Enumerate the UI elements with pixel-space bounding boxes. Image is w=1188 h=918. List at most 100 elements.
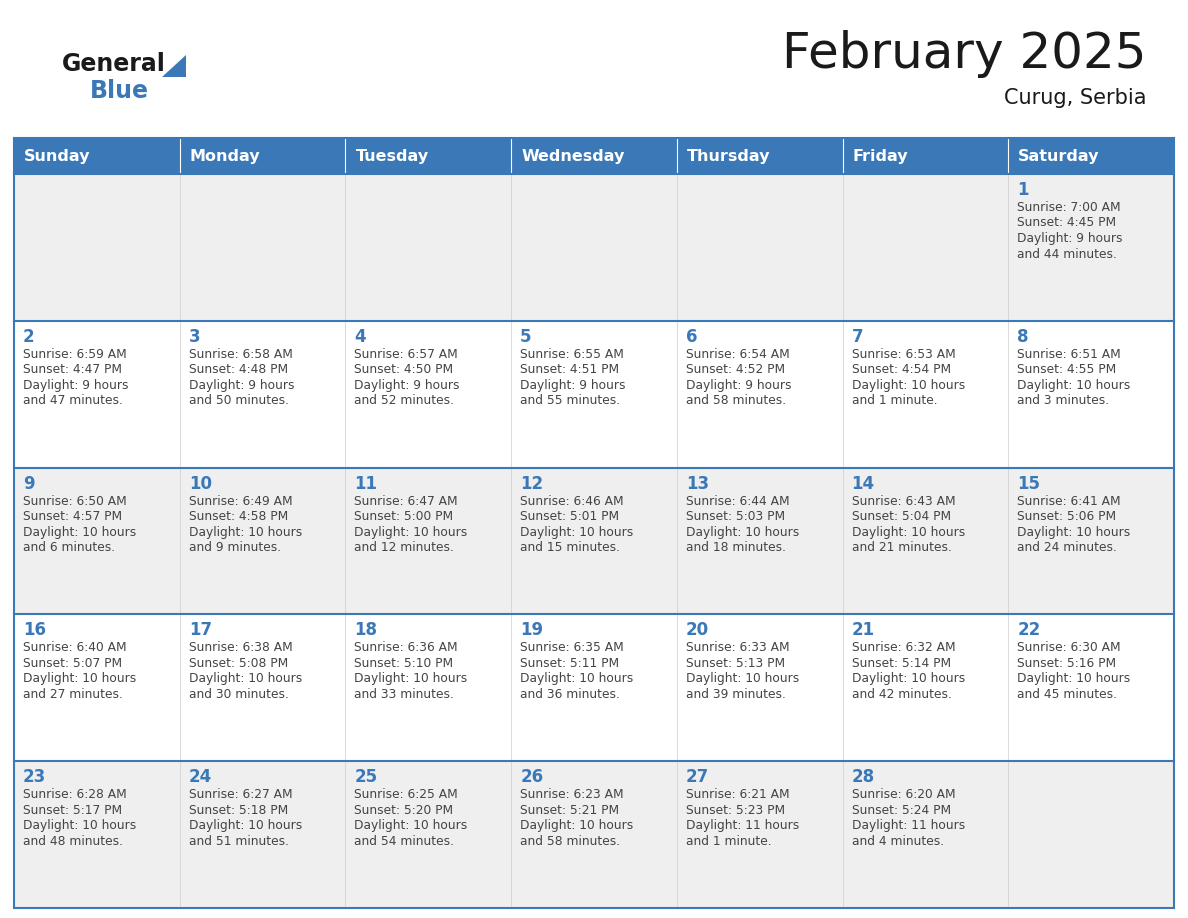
Bar bbox=[842, 320, 1009, 467]
Text: Sunset: 5:20 PM: Sunset: 5:20 PM bbox=[354, 803, 454, 817]
Text: 24: 24 bbox=[189, 768, 211, 786]
Text: 8: 8 bbox=[1017, 328, 1029, 346]
Bar bbox=[14, 761, 179, 908]
Text: 6: 6 bbox=[685, 328, 697, 346]
Bar bbox=[677, 320, 842, 467]
Text: Daylight: 10 hours: Daylight: 10 hours bbox=[520, 672, 633, 686]
Bar bbox=[179, 614, 346, 761]
Text: and 21 minutes.: and 21 minutes. bbox=[852, 541, 952, 554]
Text: Sunset: 5:14 PM: Sunset: 5:14 PM bbox=[852, 657, 950, 670]
Text: 15: 15 bbox=[1017, 475, 1041, 493]
Text: Sunset: 5:21 PM: Sunset: 5:21 PM bbox=[520, 803, 619, 817]
Text: 9: 9 bbox=[23, 475, 34, 493]
Text: Wednesday: Wednesday bbox=[522, 149, 625, 163]
Text: Daylight: 10 hours: Daylight: 10 hours bbox=[852, 379, 965, 392]
Text: Sunrise: 6:38 AM: Sunrise: 6:38 AM bbox=[189, 642, 292, 655]
Text: Sunset: 4:50 PM: Sunset: 4:50 PM bbox=[354, 364, 454, 376]
Text: Sunrise: 6:46 AM: Sunrise: 6:46 AM bbox=[520, 495, 624, 508]
Text: Sunrise: 6:41 AM: Sunrise: 6:41 AM bbox=[1017, 495, 1121, 508]
Text: Daylight: 10 hours: Daylight: 10 hours bbox=[1017, 379, 1131, 392]
Text: Daylight: 10 hours: Daylight: 10 hours bbox=[23, 672, 137, 686]
Bar bbox=[842, 174, 1009, 320]
Text: Sunset: 5:10 PM: Sunset: 5:10 PM bbox=[354, 657, 454, 670]
Text: Daylight: 10 hours: Daylight: 10 hours bbox=[852, 526, 965, 539]
Text: Sunset: 5:17 PM: Sunset: 5:17 PM bbox=[23, 803, 122, 817]
Text: 20: 20 bbox=[685, 621, 709, 640]
Text: Sunset: 5:23 PM: Sunset: 5:23 PM bbox=[685, 803, 785, 817]
Text: and 12 minutes.: and 12 minutes. bbox=[354, 541, 454, 554]
Text: Daylight: 9 hours: Daylight: 9 hours bbox=[685, 379, 791, 392]
Bar bbox=[1009, 320, 1174, 467]
Text: General: General bbox=[62, 52, 166, 76]
Text: 2: 2 bbox=[23, 328, 34, 346]
Text: and 51 minutes.: and 51 minutes. bbox=[189, 834, 289, 847]
Text: Daylight: 10 hours: Daylight: 10 hours bbox=[354, 526, 468, 539]
Bar bbox=[842, 138, 1009, 174]
Bar bbox=[1009, 138, 1174, 174]
Text: and 39 minutes.: and 39 minutes. bbox=[685, 688, 785, 701]
Text: 4: 4 bbox=[354, 328, 366, 346]
Text: Daylight: 10 hours: Daylight: 10 hours bbox=[1017, 672, 1131, 686]
Text: and 3 minutes.: and 3 minutes. bbox=[1017, 395, 1110, 408]
Text: 25: 25 bbox=[354, 768, 378, 786]
Text: Sunrise: 6:55 AM: Sunrise: 6:55 AM bbox=[520, 348, 624, 361]
Text: Sunrise: 6:27 AM: Sunrise: 6:27 AM bbox=[189, 789, 292, 801]
Bar bbox=[511, 761, 677, 908]
Bar bbox=[842, 467, 1009, 614]
Text: Daylight: 10 hours: Daylight: 10 hours bbox=[1017, 526, 1131, 539]
Text: Tuesday: Tuesday bbox=[355, 149, 429, 163]
Bar bbox=[1009, 761, 1174, 908]
Bar bbox=[511, 467, 677, 614]
Text: 17: 17 bbox=[189, 621, 211, 640]
Text: Daylight: 10 hours: Daylight: 10 hours bbox=[685, 672, 800, 686]
Text: Sunset: 5:07 PM: Sunset: 5:07 PM bbox=[23, 657, 122, 670]
Text: Sunrise: 6:50 AM: Sunrise: 6:50 AM bbox=[23, 495, 127, 508]
Text: Sunrise: 6:33 AM: Sunrise: 6:33 AM bbox=[685, 642, 790, 655]
Text: Sunrise: 6:47 AM: Sunrise: 6:47 AM bbox=[354, 495, 459, 508]
Text: 23: 23 bbox=[23, 768, 46, 786]
Text: and 1 minute.: and 1 minute. bbox=[685, 834, 771, 847]
Text: and 15 minutes.: and 15 minutes. bbox=[520, 541, 620, 554]
Bar bbox=[346, 320, 511, 467]
Bar bbox=[179, 467, 346, 614]
Text: Sunset: 5:16 PM: Sunset: 5:16 PM bbox=[1017, 657, 1117, 670]
Bar bbox=[1009, 467, 1174, 614]
Text: Sunrise: 6:32 AM: Sunrise: 6:32 AM bbox=[852, 642, 955, 655]
Bar bbox=[14, 174, 179, 320]
Text: Sunrise: 6:20 AM: Sunrise: 6:20 AM bbox=[852, 789, 955, 801]
Text: Sunset: 4:48 PM: Sunset: 4:48 PM bbox=[189, 364, 287, 376]
Text: Sunrise: 6:40 AM: Sunrise: 6:40 AM bbox=[23, 642, 127, 655]
Text: Daylight: 9 hours: Daylight: 9 hours bbox=[354, 379, 460, 392]
Text: Sunset: 5:08 PM: Sunset: 5:08 PM bbox=[189, 657, 287, 670]
Text: Sunrise: 6:35 AM: Sunrise: 6:35 AM bbox=[520, 642, 624, 655]
Text: 27: 27 bbox=[685, 768, 709, 786]
Text: 18: 18 bbox=[354, 621, 378, 640]
Bar bbox=[842, 614, 1009, 761]
Text: Sunrise: 6:49 AM: Sunrise: 6:49 AM bbox=[189, 495, 292, 508]
Text: and 58 minutes.: and 58 minutes. bbox=[685, 395, 786, 408]
Text: Sunrise: 6:30 AM: Sunrise: 6:30 AM bbox=[1017, 642, 1121, 655]
Text: Sunset: 5:00 PM: Sunset: 5:00 PM bbox=[354, 510, 454, 523]
Text: 3: 3 bbox=[189, 328, 201, 346]
Text: and 9 minutes.: and 9 minutes. bbox=[189, 541, 280, 554]
Text: 19: 19 bbox=[520, 621, 543, 640]
Text: 10: 10 bbox=[189, 475, 211, 493]
Bar bbox=[346, 614, 511, 761]
Bar bbox=[677, 614, 842, 761]
Text: Sunset: 5:06 PM: Sunset: 5:06 PM bbox=[1017, 510, 1117, 523]
Bar bbox=[677, 761, 842, 908]
Text: and 47 minutes.: and 47 minutes. bbox=[23, 395, 122, 408]
Text: 13: 13 bbox=[685, 475, 709, 493]
Bar bbox=[179, 761, 346, 908]
Text: Sunset: 5:24 PM: Sunset: 5:24 PM bbox=[852, 803, 950, 817]
Text: Sunrise: 6:36 AM: Sunrise: 6:36 AM bbox=[354, 642, 459, 655]
Text: and 30 minutes.: and 30 minutes. bbox=[189, 688, 289, 701]
Text: and 52 minutes.: and 52 minutes. bbox=[354, 395, 455, 408]
Bar bbox=[511, 614, 677, 761]
Text: Sunset: 4:55 PM: Sunset: 4:55 PM bbox=[1017, 364, 1117, 376]
Text: Daylight: 10 hours: Daylight: 10 hours bbox=[23, 819, 137, 833]
Text: Sunrise: 7:00 AM: Sunrise: 7:00 AM bbox=[1017, 201, 1121, 214]
Bar bbox=[346, 467, 511, 614]
Text: Daylight: 10 hours: Daylight: 10 hours bbox=[520, 819, 633, 833]
Bar bbox=[511, 138, 677, 174]
